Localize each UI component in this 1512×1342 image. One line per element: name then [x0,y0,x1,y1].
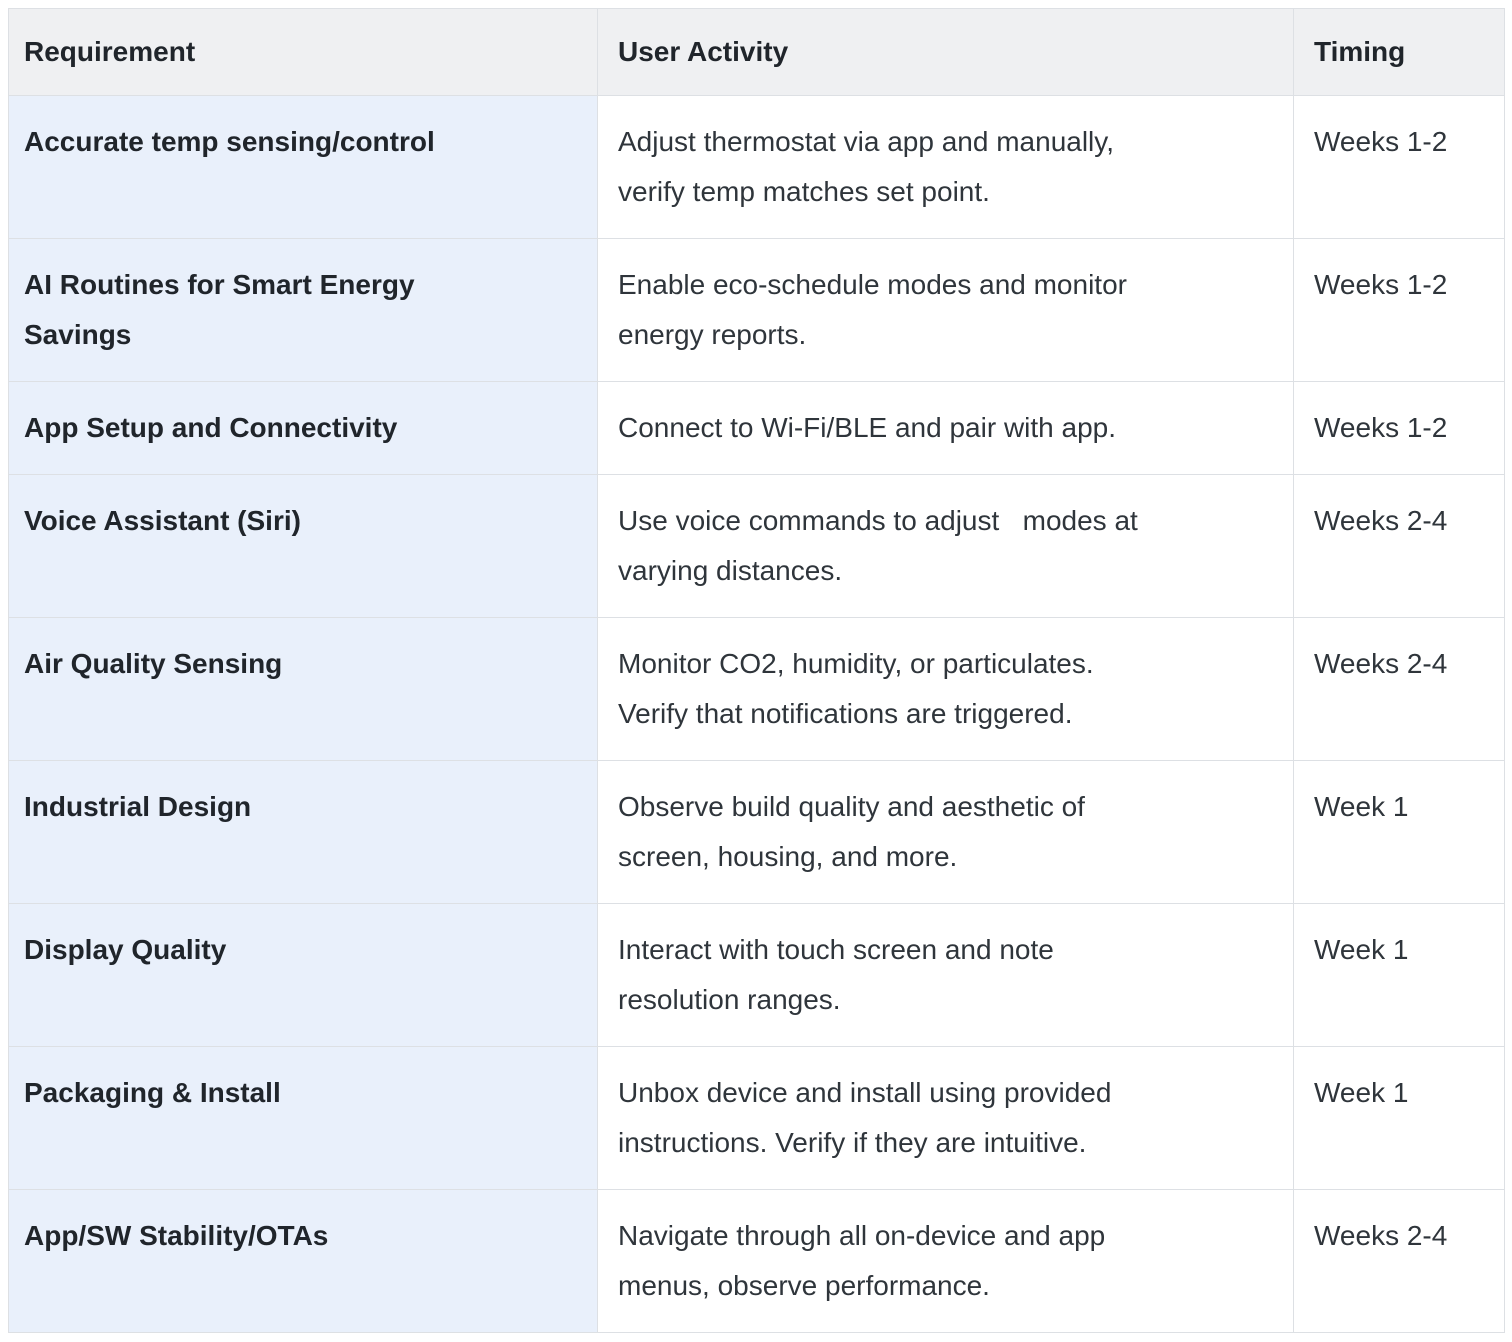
timing-cell: Week 1 [1293,760,1505,904]
activity-cell: Monitor CO2, humidity, or particulates. … [597,617,1294,761]
activity-cell: Connect to Wi-Fi/BLE and pair with app. [597,381,1294,475]
requirement-cell: AI Routines for Smart Energy Savings [8,238,598,382]
column-header-requirement: Requirement [8,8,598,96]
requirement-cell: Industrial Design [8,760,598,904]
table-header-row: Requirement User Activity Timing [8,8,1505,96]
table-row: Voice Assistant (Siri) Use voice command… [8,474,1505,618]
activity-cell: Enable eco-schedule modes and monitor en… [597,238,1294,382]
requirement-cell: App Setup and Connectivity [8,381,598,475]
requirement-cell: App/SW Stability/OTAs [8,1189,598,1333]
timing-cell: Weeks 2-4 [1293,617,1505,761]
requirement-cell: Accurate temp sensing/control [8,95,598,239]
table-row: AI Routines for Smart Energy Savings Ena… [8,238,1505,382]
table-row: App Setup and Connectivity Connect to Wi… [8,381,1505,475]
requirement-cell: Air Quality Sensing [8,617,598,761]
timing-cell: Weeks 1-2 [1293,95,1505,239]
activity-cell: Use voice commands to adjust modes at va… [597,474,1294,618]
requirement-cell: Packaging & Install [8,1046,598,1190]
column-header-user-activity: User Activity [597,8,1294,96]
requirement-cell: Display Quality [8,903,598,1047]
table-row: Industrial Design Observe build quality … [8,760,1505,904]
requirements-table: Requirement User Activity Timing Accurat… [8,8,1505,1333]
activity-cell: Observe build quality and aesthetic of s… [597,760,1294,904]
timing-cell: Weeks 1-2 [1293,238,1505,382]
table-row: Display Quality Interact with touch scre… [8,903,1505,1047]
table-row: Air Quality Sensing Monitor CO2, humidit… [8,617,1505,761]
column-header-timing: Timing [1293,8,1505,96]
activity-cell: Navigate through all on-device and app m… [597,1189,1294,1333]
timing-cell: Week 1 [1293,1046,1505,1190]
timing-cell: Week 1 [1293,903,1505,1047]
timing-cell: Weeks 2-4 [1293,1189,1505,1333]
activity-cell: Unbox device and install using provided … [597,1046,1294,1190]
timing-cell: Weeks 2-4 [1293,474,1505,618]
requirement-cell: Voice Assistant (Siri) [8,474,598,618]
activity-cell: Interact with touch screen and note reso… [597,903,1294,1047]
table-row: App/SW Stability/OTAs Navigate through a… [8,1189,1505,1333]
activity-cell: Adjust thermostat via app and manually, … [597,95,1294,239]
table-row: Packaging & Install Unbox device and ins… [8,1046,1505,1190]
table-row: Accurate temp sensing/control Adjust the… [8,95,1505,239]
timing-cell: Weeks 1-2 [1293,381,1505,475]
